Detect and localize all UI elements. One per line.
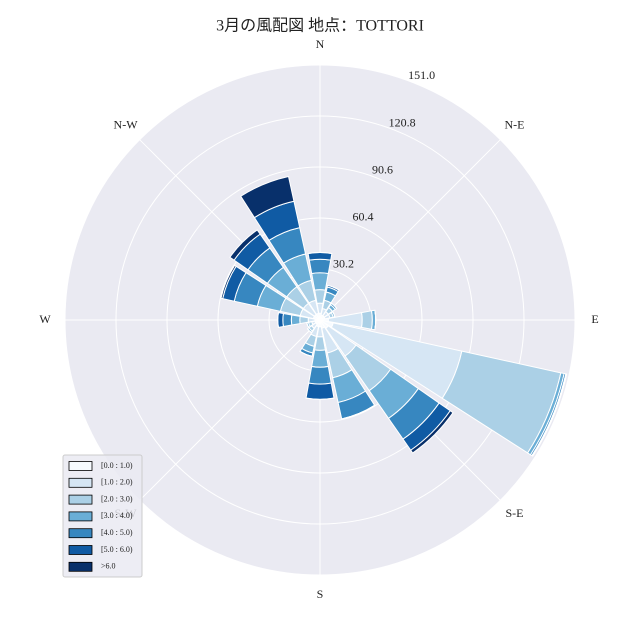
wind-bar [308, 251, 332, 254]
legend-swatch [68, 528, 93, 539]
legend-label: [2.0 : 3.0) [101, 494, 133, 503]
legend-swatch [68, 561, 93, 572]
direction-label: W [39, 312, 51, 326]
wind-bar [331, 302, 338, 309]
direction-label: S-E [505, 506, 523, 520]
legend-label: [4.0 : 5.0) [101, 528, 133, 537]
wind-bar [307, 251, 333, 261]
wind-bar [290, 314, 301, 326]
legend-label: [1.0 : 2.0) [101, 478, 133, 487]
radial-tick-label: 90.6 [372, 162, 393, 176]
direction-label: N-W [114, 117, 139, 131]
wind-bar [360, 310, 373, 330]
wind-bar [282, 312, 293, 328]
wind-bar [410, 410, 454, 454]
legend: [0.0 : 1.0) [1.0 : 2.0) [2.0 : 3.0) [3.0 : … [62, 454, 143, 578]
radial-tick-label: 151.0 [408, 68, 435, 82]
wind-bar [299, 350, 313, 357]
wind-bar [308, 258, 332, 275]
chart-title: 3月の風配図 地点：TOTTORI [216, 17, 424, 35]
direction-label: E [591, 312, 598, 326]
legend-label: >6.0 [101, 562, 116, 571]
wind-bar [229, 229, 261, 261]
wind-bar [308, 365, 332, 385]
grid-spoke [319, 139, 501, 321]
wind-bar [220, 264, 237, 300]
legend-label: [0.0 : 1.0) [101, 461, 133, 470]
legend-swatch [68, 511, 93, 522]
wind-bar [240, 175, 295, 219]
legend-swatch [68, 494, 93, 505]
legend-label: [5.0 : 6.0) [101, 545, 133, 554]
wind-bar [277, 311, 285, 329]
radial-tick-label: 30.2 [333, 257, 354, 271]
direction-label: N [316, 37, 325, 51]
wind-bar [305, 397, 335, 400]
radial-tick-label: 60.4 [353, 210, 374, 224]
grid-spoke [139, 319, 321, 501]
radial-tick-label: 120.8 [389, 115, 416, 129]
wind-bar [311, 272, 329, 291]
wind-bar [311, 349, 329, 368]
wind-bar [305, 382, 335, 400]
legend-swatch [68, 477, 93, 488]
direction-label: N-E [504, 117, 524, 131]
legend-swatch [68, 461, 93, 471]
legend-label: [3.0 : 4.0) [101, 511, 133, 520]
direction-label: S [317, 587, 324, 601]
legend-swatch [68, 545, 93, 555]
wind-bar [341, 404, 375, 420]
